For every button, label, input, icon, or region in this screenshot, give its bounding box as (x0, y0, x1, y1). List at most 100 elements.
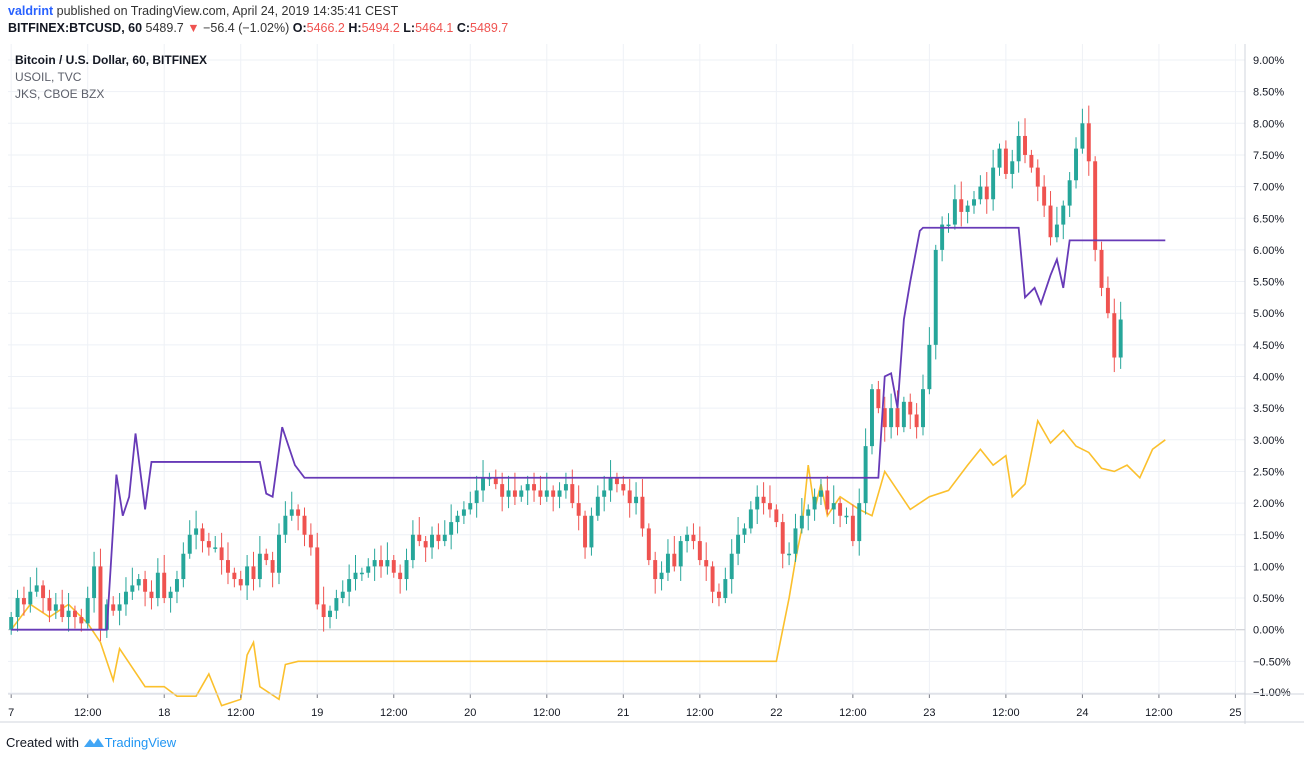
candle-body (882, 408, 887, 428)
candle-body (1029, 154, 1034, 168)
candle-body (621, 484, 626, 491)
candle-body (251, 566, 256, 580)
x-tick-label: 12:00 (1145, 707, 1173, 719)
candle-body (850, 515, 855, 542)
y-tick-label: 5.00% (1253, 308, 1284, 320)
candle-body (991, 167, 996, 200)
x-tick-label: 22 (770, 707, 782, 719)
candle-body (551, 490, 556, 497)
btc-candles (9, 105, 1123, 642)
candle-body (870, 389, 874, 447)
candle-body (685, 534, 690, 542)
candle-body (755, 496, 760, 510)
candle-body (34, 585, 39, 592)
candle-body (277, 534, 281, 573)
candle-body (53, 604, 58, 611)
candle-body (200, 528, 205, 542)
candle-body (576, 503, 581, 516)
candle-body (1112, 313, 1117, 358)
candle-body (461, 509, 466, 516)
low-value: 5464.1 (415, 21, 454, 35)
open-label: O: (292, 21, 307, 35)
candle-body (563, 484, 568, 491)
candle-body (1035, 167, 1040, 187)
candle-body (984, 186, 989, 200)
candle-body (774, 509, 779, 523)
candle-body (761, 496, 766, 504)
candle-body (678, 541, 683, 567)
candle-body (417, 534, 422, 542)
y-tick-label: 2.00% (1253, 498, 1284, 510)
published-text: published on TradingView.com, April 24, … (56, 4, 399, 18)
candle-body (940, 224, 945, 250)
ohlc-summary: BITFINEX:BTCUSD, 60 5489.7 ▼ −56.4 (−1.0… (8, 21, 508, 35)
candle-body (72, 610, 77, 618)
candle-body (608, 477, 613, 491)
candle-body (15, 598, 20, 618)
usoil-series (11, 226, 1166, 631)
candle-body (1016, 135, 1021, 162)
candle-body (799, 515, 804, 529)
legend-usoil[interactable]: USOIL, TVC (15, 70, 82, 84)
candle-body (398, 572, 403, 580)
candle-body (168, 591, 173, 599)
open-value: 5466.2 (306, 21, 345, 35)
y-tick-label: 4.50% (1253, 340, 1284, 352)
x-tick-label: 24 (1076, 707, 1088, 719)
candle-body (997, 148, 1002, 168)
candle-body (79, 617, 84, 624)
high-value: 5494.2 (361, 21, 400, 35)
candle-body (659, 572, 664, 580)
candle-body (895, 408, 900, 428)
candle-body (468, 503, 473, 510)
close-value: 5489.7 (470, 21, 509, 35)
candle-body (289, 509, 294, 516)
candle-body (315, 547, 320, 605)
author-name[interactable]: valdrint (8, 4, 54, 18)
candle-body (436, 534, 441, 542)
y-tick-label: 6.00% (1253, 245, 1284, 257)
legend-jks[interactable]: JKS, CBOE BZX (15, 87, 105, 101)
candle-body (512, 490, 517, 497)
candle-body (379, 560, 383, 567)
candle-body (557, 490, 562, 497)
candle-body (748, 509, 753, 529)
candle-body (143, 579, 148, 592)
candle-body (532, 484, 537, 491)
x-tick-label: 19 (311, 707, 323, 719)
last-price: 5489.7 (145, 21, 184, 35)
candle-body (812, 496, 817, 510)
candle-body (1003, 148, 1008, 174)
chart-grid (8, 44, 1245, 694)
candle-body (665, 553, 670, 573)
candle-body (410, 534, 415, 561)
candle-body (264, 553, 269, 561)
candle-body (219, 547, 224, 561)
y-tick-label: 3.50% (1253, 403, 1284, 415)
candle-body (98, 566, 103, 630)
y-tick-label: 3.00% (1253, 435, 1284, 447)
y-tick-label: −1.00% (1253, 687, 1291, 699)
symbol-label: BITFINEX:BTCUSD, 60 (8, 21, 143, 35)
candle-body (525, 484, 530, 491)
candle-body (28, 591, 33, 605)
candle-body (1054, 224, 1059, 238)
candle-body (308, 534, 313, 548)
legend-main-series[interactable]: Bitcoin / U.S. Dollar, 60, BITFINEX (15, 53, 208, 67)
candle-body (1086, 123, 1091, 162)
usoil-line (11, 226, 1166, 631)
candle-body (1042, 186, 1047, 206)
candle-body (538, 490, 543, 497)
candle-body (634, 496, 639, 504)
candle-body (232, 572, 237, 580)
tradingview-brand[interactable]: TradingView (104, 735, 177, 750)
candle-body (245, 566, 250, 586)
candle-body (1067, 180, 1072, 206)
candle-body (901, 401, 906, 428)
candle-body (921, 389, 925, 428)
candle-body (1023, 135, 1027, 155)
x-tick-label: 12:00 (839, 707, 867, 719)
candle-body (194, 528, 199, 535)
candle-body (697, 541, 702, 561)
